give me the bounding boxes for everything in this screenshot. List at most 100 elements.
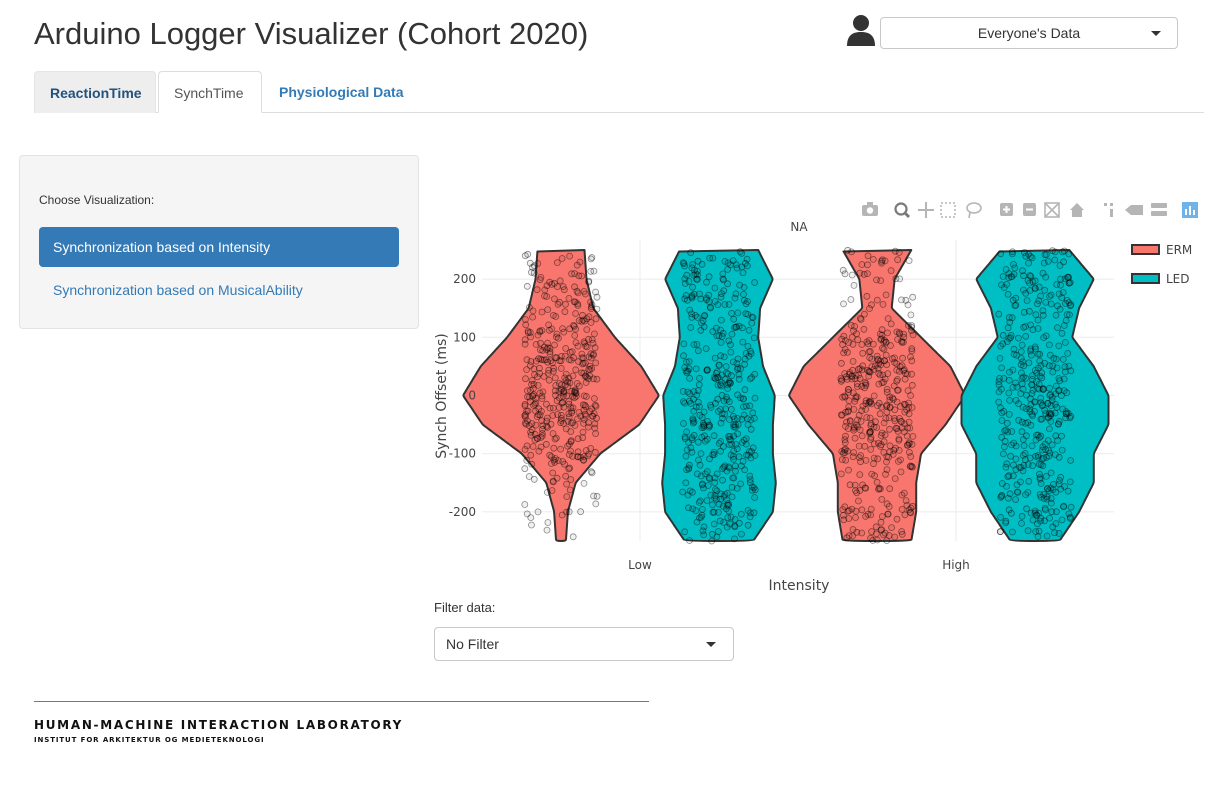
data-point: [849, 357, 857, 365]
data-point: [554, 300, 562, 308]
data-point: [537, 443, 545, 451]
data-point: [1065, 510, 1073, 518]
data-point: [706, 475, 714, 483]
data-point: [718, 414, 726, 422]
data-point: [1060, 375, 1068, 383]
tab-synchtime[interactable]: SynchTime: [158, 71, 262, 113]
data-point: [845, 397, 853, 405]
data-point: [521, 252, 529, 260]
data-point: [688, 264, 696, 272]
data-point: [856, 269, 864, 277]
data-point: [878, 495, 886, 503]
data-point: [1028, 410, 1036, 418]
data-point: [692, 270, 699, 278]
data-point: [739, 395, 747, 403]
data-point: [556, 298, 564, 306]
option-musical-ability[interactable]: Synchronization based on MusicalAbility: [53, 282, 303, 298]
data-point: [727, 348, 735, 356]
data-point: [740, 395, 748, 403]
data-point: [725, 464, 733, 472]
data-point: [1036, 434, 1043, 442]
data-point: [679, 488, 687, 496]
data-point: [1020, 323, 1028, 331]
data-point: [694, 257, 702, 265]
spike-lines-icon[interactable]: [1104, 203, 1113, 217]
data-point: [1008, 509, 1015, 517]
data-point: [552, 391, 559, 399]
zoom-in-icon[interactable]: [1000, 203, 1013, 216]
hover-compare-icon[interactable]: [1151, 203, 1167, 216]
data-scope-select[interactable]: Everyone's Data: [880, 17, 1178, 49]
autoscale-icon[interactable]: [1044, 202, 1060, 218]
filter-select[interactable]: No Filter: [434, 627, 734, 661]
data-point: [1032, 345, 1039, 353]
data-point: [724, 280, 732, 288]
data-point: [851, 481, 859, 489]
legend-item-led[interactable]: LED: [1131, 272, 1190, 286]
data-point: [1001, 427, 1008, 435]
violin-erm-low[interactable]: [462, 249, 660, 542]
data-point: [1006, 490, 1014, 498]
data-point: [903, 432, 911, 440]
data-point: [528, 377, 536, 384]
data-point: [588, 405, 596, 413]
data-point: [700, 312, 708, 320]
camera-icon[interactable]: [862, 202, 878, 216]
option-intensity[interactable]: Synchronization based on Intensity: [39, 227, 399, 267]
data-point: [682, 292, 690, 299]
data-point: [573, 379, 581, 387]
data-point: [867, 505, 875, 513]
data-point: [1010, 345, 1018, 353]
data-point: [731, 467, 739, 475]
data-point: [545, 366, 553, 374]
plotly-logo-icon[interactable]: [1182, 202, 1198, 218]
data-point: [1002, 266, 1010, 273]
legend-item-erm[interactable]: ERM: [1131, 243, 1192, 257]
reset-axes-icon[interactable]: [1070, 203, 1084, 217]
tab-physiological-data[interactable]: Physiological Data: [279, 84, 404, 100]
violin-erm-high[interactable]: [788, 249, 966, 542]
data-point: [589, 412, 597, 420]
data-point: [751, 394, 759, 402]
data-point: [568, 387, 576, 395]
data-point: [681, 280, 689, 287]
data-point: [877, 357, 884, 365]
data-point: [579, 311, 586, 319]
data-point: [721, 462, 729, 470]
data-point: [555, 388, 563, 395]
data-point: [693, 267, 701, 275]
data-point: [523, 356, 531, 364]
data-point: [696, 374, 703, 382]
data-point: [1045, 447, 1053, 454]
zoom-out-icon[interactable]: [1023, 203, 1036, 216]
violin-led-high[interactable]: [960, 249, 1110, 542]
data-point: [1067, 367, 1075, 375]
data-point: [687, 324, 695, 331]
data-point: [711, 354, 719, 362]
data-point: [593, 305, 601, 313]
data-point: [685, 461, 693, 469]
lasso-icon[interactable]: [966, 202, 982, 219]
pan-icon[interactable]: [918, 202, 934, 218]
data-point: [560, 328, 568, 336]
data-point: [723, 467, 731, 475]
data-point: [720, 463, 728, 471]
data-point: [842, 337, 849, 344]
x-tick-labels: Low High: [628, 558, 970, 572]
tab-reactiontime[interactable]: ReactionTime: [34, 71, 156, 113]
data-point: [581, 317, 589, 325]
data-point: [856, 374, 864, 382]
data-point: [693, 518, 701, 526]
hover-closest-icon[interactable]: [1125, 205, 1143, 215]
data-point: [580, 406, 588, 414]
data-point: [694, 347, 702, 355]
box-select-icon[interactable]: [940, 202, 956, 218]
data-point: [856, 487, 864, 494]
data-point: [842, 408, 850, 416]
data-point: [560, 419, 568, 427]
data-point: [903, 370, 911, 378]
data-point: [881, 529, 889, 537]
data-point: [734, 309, 742, 317]
zoom-icon[interactable]: [894, 202, 911, 219]
violin-led-low[interactable]: [661, 249, 777, 542]
